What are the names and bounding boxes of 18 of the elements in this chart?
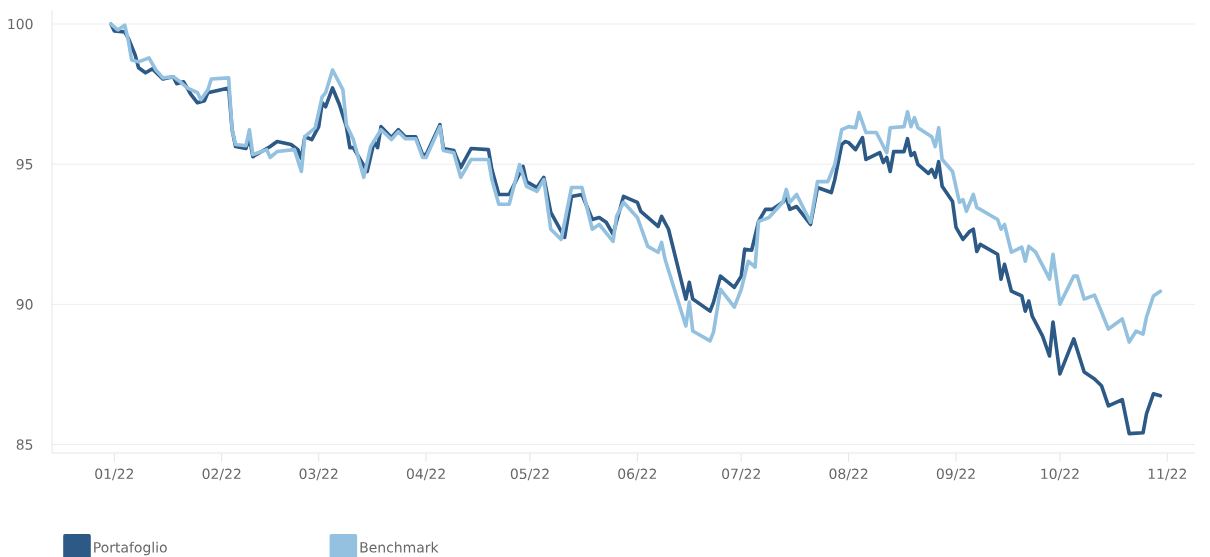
legend-label: Benchmark bbox=[360, 541, 439, 553]
x-tick-label: 05/22 bbox=[510, 468, 549, 481]
x-tick-label: 06/22 bbox=[618, 468, 657, 481]
x-tick-label: 10/22 bbox=[1041, 468, 1079, 481]
x-tick-label: 04/22 bbox=[406, 468, 445, 481]
y-tick-label: 90 bbox=[16, 299, 33, 310]
legend-label: Portafoglio bbox=[94, 541, 167, 556]
x-tick-label: 02/22 bbox=[202, 468, 241, 481]
y-tick-label: 100 bbox=[8, 18, 33, 30]
x-tick-label: 08/22 bbox=[829, 468, 868, 481]
x-tick-label: 11/22 bbox=[1148, 468, 1186, 481]
line-series bbox=[109, 22, 1163, 344]
x-tick-label: 01/22 bbox=[95, 468, 134, 481]
x-tick-label: 07/22 bbox=[722, 468, 760, 481]
y-tick-label: 85 bbox=[16, 439, 33, 450]
x-tick-label: 03/22 bbox=[299, 468, 338, 481]
y-tick-label: 95 bbox=[16, 158, 33, 170]
x-tick-label: 09/22 bbox=[936, 468, 975, 481]
